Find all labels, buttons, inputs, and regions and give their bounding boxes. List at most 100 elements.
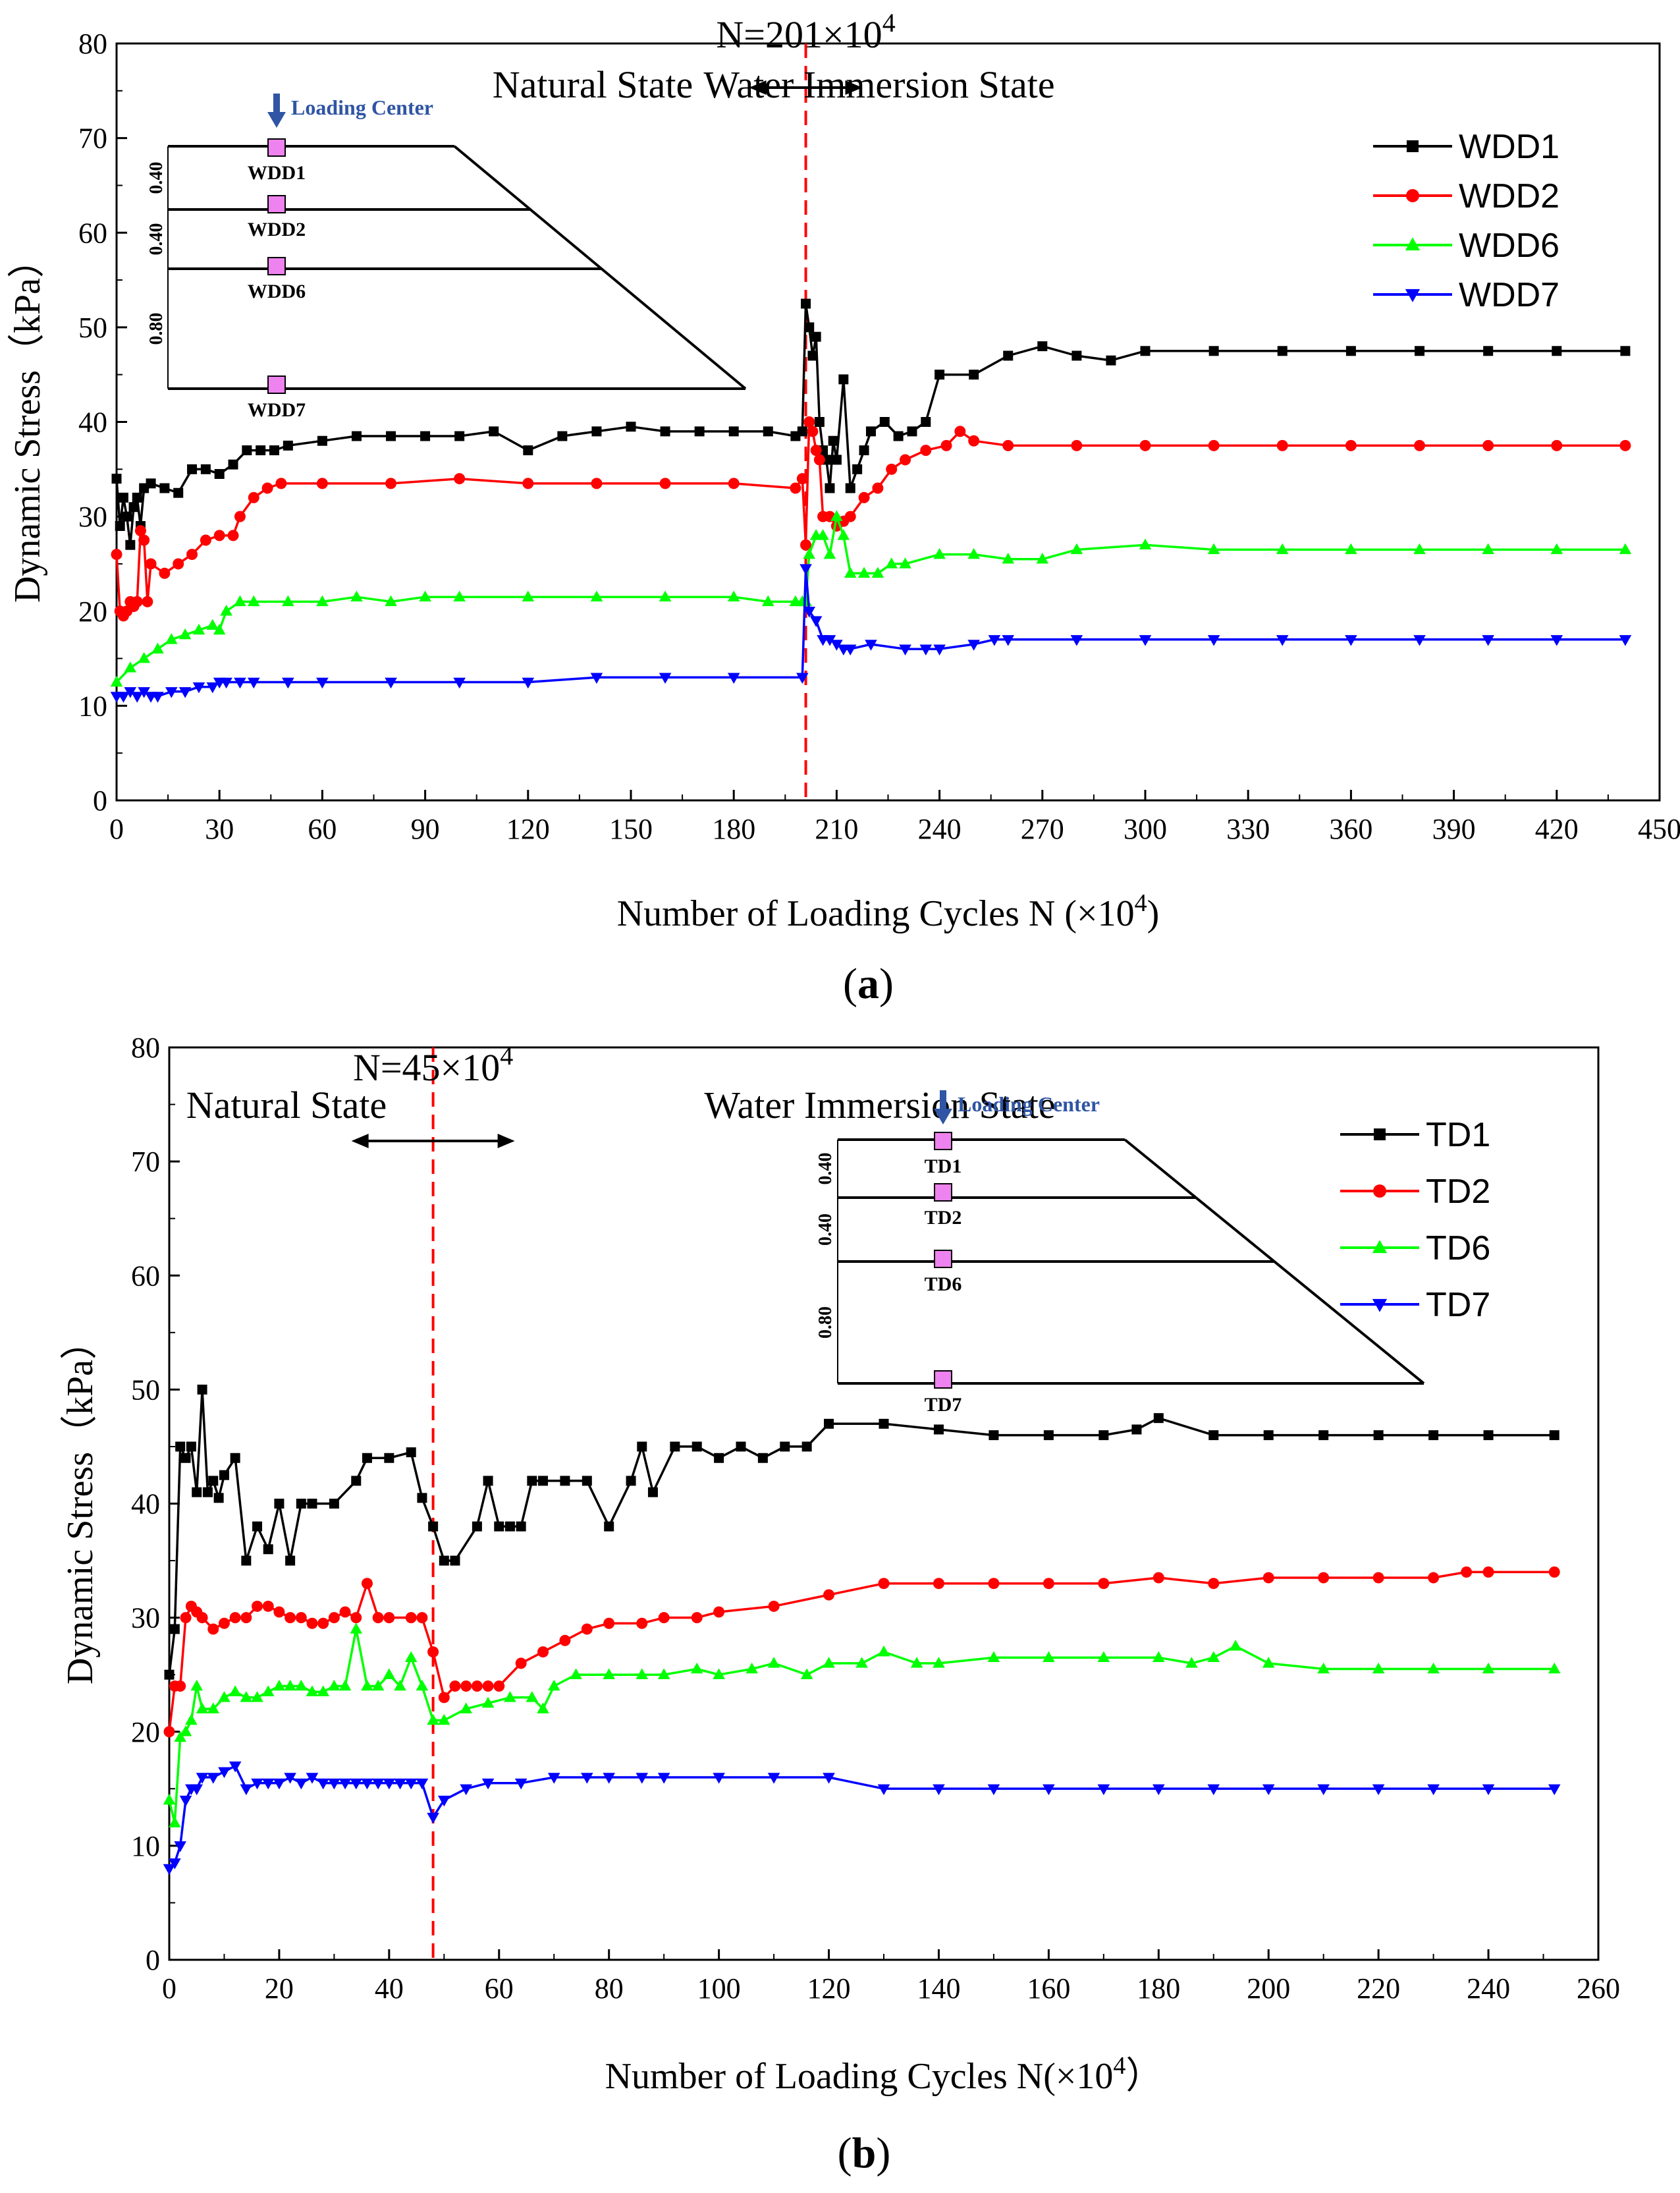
data-point-TD6 xyxy=(745,1662,758,1674)
x-tick-label: 240 xyxy=(918,813,962,845)
data-point-WDD1 xyxy=(523,445,533,456)
data-point-TD7 xyxy=(295,1778,308,1790)
data-point-TD2 xyxy=(218,1617,230,1629)
data-point-TD6 xyxy=(427,1713,439,1725)
data-point-WDD2 xyxy=(813,454,825,466)
data-point-WDD2 xyxy=(522,478,534,489)
data-point-WDD1 xyxy=(173,487,184,498)
data-point-TD2 xyxy=(252,1600,263,1612)
data-point-WDD6 xyxy=(761,595,774,607)
data-point-WDD1 xyxy=(283,440,293,451)
panel-letter: a xyxy=(857,960,879,1008)
data-point-WDD6 xyxy=(1070,543,1083,555)
data-point-WDD6 xyxy=(151,642,164,653)
data-point-TD6 xyxy=(240,1691,253,1702)
data-point-TD6 xyxy=(169,1816,181,1827)
x-tick-label: 180 xyxy=(712,813,755,845)
x-axis-label-close: ) xyxy=(1147,893,1160,934)
data-point-WDD6 xyxy=(885,557,898,569)
loading-center-icon xyxy=(940,1090,946,1110)
data-point-TD1 xyxy=(439,1555,449,1566)
data-point-TD1 xyxy=(879,1418,889,1429)
data-point-WDD7 xyxy=(967,640,980,651)
data-point-TD2 xyxy=(196,1612,208,1624)
data-point-WDD6 xyxy=(803,547,816,559)
data-point-TD2 xyxy=(350,1612,362,1624)
data-point-WDD7 xyxy=(385,677,397,689)
data-point-WDD6 xyxy=(1550,543,1563,555)
data-point-TD6 xyxy=(767,1657,780,1668)
data-point-TD2 xyxy=(581,1623,593,1635)
data-point-TD6 xyxy=(317,1685,329,1696)
data-point-WDD6 xyxy=(1345,543,1357,555)
data-point-WDD6 xyxy=(220,605,232,616)
data-point-TD6 xyxy=(185,1713,198,1725)
data-point-WDD2 xyxy=(145,558,157,570)
data-point-WDD1 xyxy=(1552,346,1562,356)
data-point-WDD2 xyxy=(227,530,239,541)
data-point-WDD6 xyxy=(857,567,871,578)
data-point-WDD1 xyxy=(969,370,979,380)
data-point-TD2 xyxy=(372,1612,384,1624)
data-point-TD6 xyxy=(877,1645,890,1657)
data-point-TD1 xyxy=(670,1441,680,1452)
data-point-TD2 xyxy=(175,1680,186,1692)
data-point-TD2 xyxy=(482,1680,494,1692)
data-point-TD2 xyxy=(438,1692,450,1704)
data-point-WDD2 xyxy=(803,416,815,428)
x-tick-label: 200 xyxy=(1247,1972,1290,2005)
data-point-TD2 xyxy=(1262,1572,1274,1584)
data-point-TD2 xyxy=(339,1606,351,1618)
data-point-TD1 xyxy=(252,1521,263,1532)
series-TD1 xyxy=(164,1384,1559,1680)
data-point-WDD2 xyxy=(200,534,211,546)
data-point-WDD6 xyxy=(590,590,603,601)
legend: TD1 TD2 TD6 TD7 xyxy=(1340,1116,1490,1324)
data-point-TD2 xyxy=(273,1606,285,1618)
x-tick-label: 240 xyxy=(1467,1972,1510,2005)
data-point-TD2 xyxy=(405,1612,417,1624)
data-point-WDD2 xyxy=(1551,439,1563,451)
data-point-WDD1 xyxy=(831,455,842,465)
data-point-WDD1 xyxy=(115,520,125,531)
data-point-TD1 xyxy=(186,1441,196,1452)
series-WDD7 xyxy=(110,564,1632,703)
loading-center-icon xyxy=(273,94,280,113)
data-point-WDD1 xyxy=(128,502,139,513)
y-tick-label: 20 xyxy=(131,1716,160,1748)
data-point-WDD1 xyxy=(242,445,252,456)
data-point-TD2 xyxy=(295,1612,307,1624)
data-point-WDD6 xyxy=(350,590,363,601)
data-point-TD7 xyxy=(1427,1784,1440,1796)
data-point-WDD7 xyxy=(823,635,836,646)
data-point-WDD6 xyxy=(844,567,857,578)
data-point-WDD7 xyxy=(453,677,466,689)
data-point-TD7 xyxy=(1262,1784,1275,1796)
x-tick-label: 0 xyxy=(162,1972,176,2005)
y-tick-label: 80 xyxy=(78,28,107,60)
series-line-WDD1 xyxy=(115,302,1625,546)
data-point-TD2 xyxy=(240,1612,252,1624)
data-point-TD7 xyxy=(361,1778,373,1790)
y-tick-label: 70 xyxy=(131,1146,160,1178)
legend-marker-TD7 xyxy=(1372,1298,1388,1312)
y-tick-label: 50 xyxy=(131,1374,160,1406)
data-point-TD7 xyxy=(169,1858,181,1870)
data-point-WDD7 xyxy=(192,682,205,694)
data-point-TD6 xyxy=(1317,1662,1330,1674)
data-point-WDD7 xyxy=(1345,635,1357,646)
data-point-WDD7 xyxy=(865,640,877,651)
data-point-WDD2 xyxy=(1276,439,1288,451)
data-point-TD6 xyxy=(1482,1662,1495,1674)
data-point-TD7 xyxy=(460,1784,472,1796)
inset-dimension-label: 0.40 xyxy=(815,1213,836,1246)
data-point-TD2 xyxy=(691,1612,703,1624)
chart-panel-b: 0 10 20 30 40 50 60 70 80 0 20 40 60 80 100 120 140 160 18… xyxy=(60,1032,1620,2177)
data-point-WDD6 xyxy=(124,661,137,673)
data-point-WDD7 xyxy=(1002,635,1015,646)
sensor-marker xyxy=(934,1132,952,1150)
data-point-WDD1 xyxy=(557,431,568,441)
data-point-TD1 xyxy=(428,1521,439,1532)
series-TD7 xyxy=(163,1761,1561,1875)
data-point-WDD2 xyxy=(1208,439,1220,451)
